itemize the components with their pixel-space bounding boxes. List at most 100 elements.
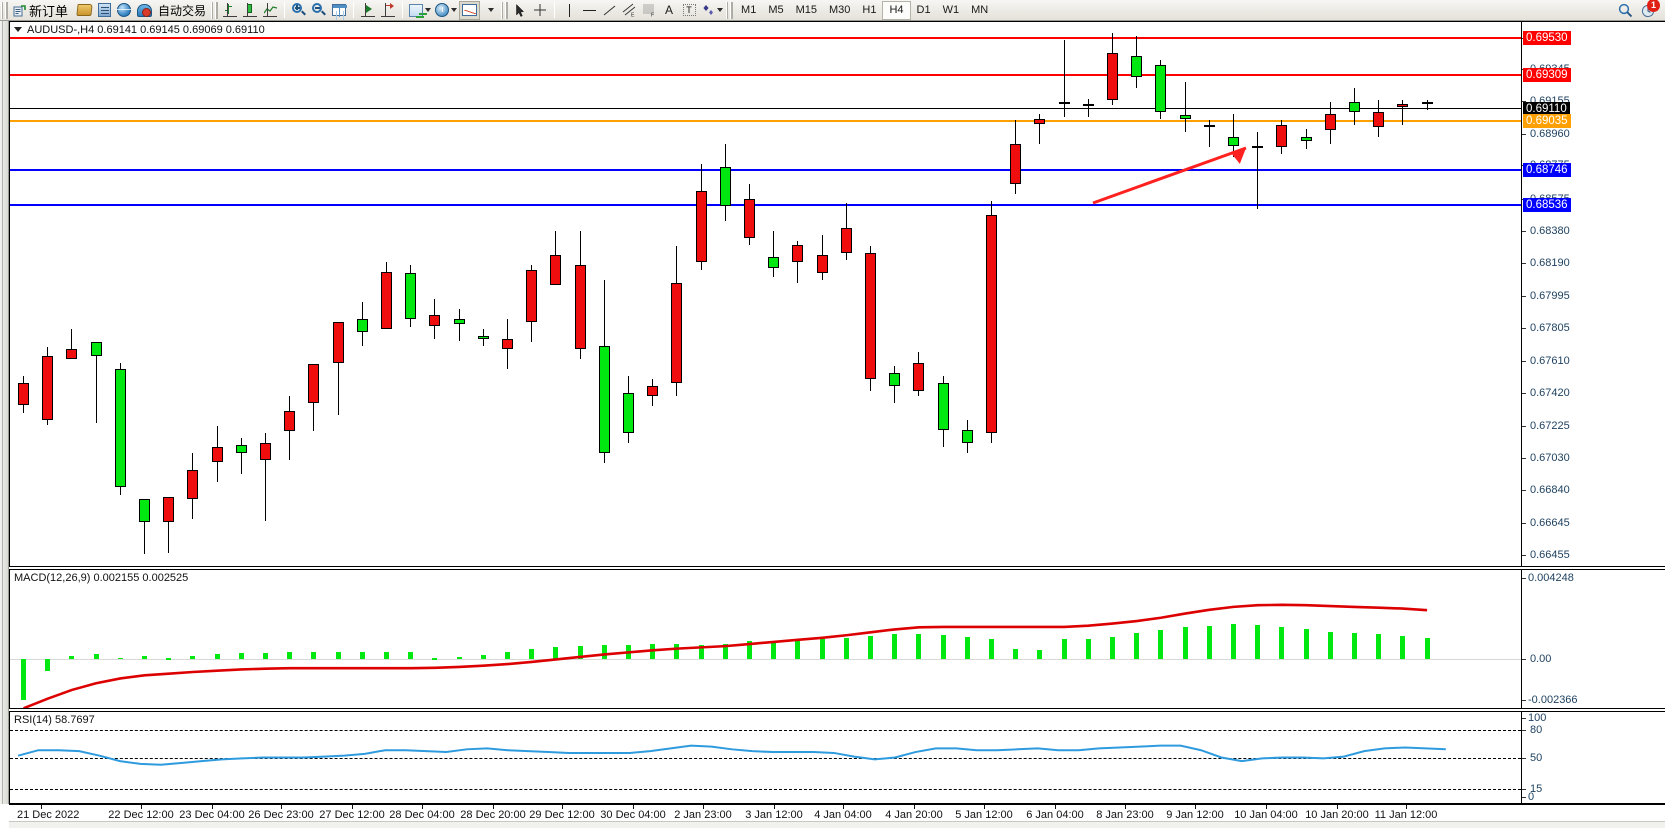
timeframe-mn[interactable]: MN xyxy=(971,4,989,16)
toolbar-grip[interactable] xyxy=(1,1,8,19)
candlestick[interactable] xyxy=(405,22,417,566)
candlestick[interactable] xyxy=(502,22,513,566)
candlestick[interactable] xyxy=(937,22,949,566)
candlestick[interactable] xyxy=(913,22,925,566)
pointer-button[interactable] xyxy=(510,1,530,20)
candlestick[interactable] xyxy=(671,22,683,566)
candlestick[interactable] xyxy=(1058,22,1070,566)
candlestick[interactable] xyxy=(1397,22,1409,566)
open-data-folder-button[interactable] xyxy=(74,1,94,20)
price-label-support[interactable]: 0.68746 xyxy=(1523,162,1571,177)
candlestick[interactable] xyxy=(550,22,562,566)
price-level-line[interactable] xyxy=(10,120,1521,123)
candlestick[interactable] xyxy=(114,22,126,566)
timeframe-h4[interactable]: H4 xyxy=(882,0,911,20)
candlestick[interactable] xyxy=(260,22,271,566)
chevron-down-icon[interactable] xyxy=(425,8,432,12)
rsi-axis[interactable]: 100 80 50 15 0 xyxy=(1521,712,1665,803)
candlestick[interactable] xyxy=(235,22,247,566)
candlestick[interactable] xyxy=(66,22,78,566)
candlestick-chart-button[interactable] xyxy=(240,1,260,20)
timeframe-d1[interactable]: D1 xyxy=(916,4,931,16)
candlestick[interactable] xyxy=(1276,22,1288,566)
candlestick[interactable] xyxy=(42,22,54,566)
toolbar-grip-2[interactable] xyxy=(211,1,219,19)
price-panel[interactable]: AUDUSD-,H4 0.69141 0.69145 0.69069 0.691… xyxy=(9,21,1665,567)
timeframe-m5[interactable]: M5 xyxy=(768,4,784,16)
candlestick[interactable] xyxy=(18,22,29,566)
candlestick[interactable] xyxy=(1252,22,1264,566)
candlestick[interactable] xyxy=(1034,22,1046,566)
candlestick[interactable] xyxy=(139,22,150,566)
candlestick[interactable] xyxy=(1131,22,1143,566)
candlestick[interactable] xyxy=(163,22,175,566)
candlestick[interactable] xyxy=(1373,22,1385,566)
bar-chart-button[interactable] xyxy=(220,1,240,20)
toolbar-grip-4[interactable] xyxy=(726,1,734,19)
auto-trading-button[interactable]: 自动交易 xyxy=(154,1,210,20)
candlestick[interactable] xyxy=(1107,22,1118,566)
objects-button[interactable] xyxy=(699,1,725,20)
chart-area[interactable]: AUDUSD-,H4 0.69141 0.69145 0.69069 0.691… xyxy=(0,21,1665,828)
navigator-button[interactable] xyxy=(134,1,154,20)
timeframe-m1[interactable]: M1 xyxy=(741,4,757,16)
candlestick[interactable] xyxy=(1010,22,1022,566)
rsi-plot[interactable] xyxy=(10,712,1521,803)
text-button[interactable]: A xyxy=(659,1,679,20)
timeframe-w1[interactable]: W1 xyxy=(942,4,960,16)
timeframe-m15[interactable]: M15 xyxy=(795,4,817,16)
candlestick[interactable] xyxy=(1155,22,1167,566)
price-level-line[interactable] xyxy=(10,108,1521,110)
timeframe-h1[interactable]: H1 xyxy=(862,4,877,16)
candlestick[interactable] xyxy=(840,22,852,566)
trendline-button[interactable] xyxy=(599,1,619,20)
price-level-line[interactable] xyxy=(10,36,1521,39)
candlestick[interactable] xyxy=(719,22,731,566)
candlestick[interactable] xyxy=(477,22,489,566)
alerts-button[interactable]: 1 xyxy=(1639,0,1660,20)
line-chart-button[interactable] xyxy=(260,1,280,20)
time-axis-scrollbar[interactable] xyxy=(9,821,1665,828)
new-order-button[interactable]: 新订单 xyxy=(10,1,74,20)
price-level-line[interactable] xyxy=(10,168,1521,171)
toolbar-grip-3[interactable] xyxy=(501,1,509,19)
price-label-pivot[interactable]: 0.69035 xyxy=(1523,114,1571,129)
candlestick[interactable] xyxy=(526,22,538,566)
horizontal-line-button[interactable] xyxy=(579,1,599,20)
candlestick[interactable] xyxy=(816,22,828,566)
candlestick[interactable] xyxy=(356,22,368,566)
candlestick[interactable] xyxy=(1179,22,1191,566)
candlestick[interactable] xyxy=(744,22,755,566)
candlestick[interactable] xyxy=(284,22,296,566)
price-plot[interactable] xyxy=(10,22,1521,566)
price-level-line[interactable] xyxy=(10,204,1521,207)
vertical-line-button[interactable] xyxy=(559,1,579,20)
candlestick[interactable] xyxy=(986,22,997,566)
chart-shift-button[interactable] xyxy=(378,1,398,20)
candlestick[interactable] xyxy=(695,22,707,566)
collapse-triangle-icon[interactable] xyxy=(14,26,22,32)
templates-dropdown-button[interactable] xyxy=(480,1,500,20)
candlestick[interactable] xyxy=(453,22,465,566)
price-label-resistance[interactable]: 0.69309 xyxy=(1523,68,1571,83)
signals-button[interactable] xyxy=(114,1,134,20)
candlestick[interactable] xyxy=(768,22,780,566)
macd-plot[interactable] xyxy=(10,570,1521,708)
search-button[interactable] xyxy=(1615,1,1635,20)
chevron-down-icon-3[interactable] xyxy=(488,8,495,12)
time-axis[interactable]: 21 Dec 2022 22 Dec 12:00 23 Dec 04:00 26 De… xyxy=(9,804,1665,828)
candlestick[interactable] xyxy=(1349,22,1360,566)
candlestick[interactable] xyxy=(211,22,223,566)
rsi-panel[interactable]: RSI(14) 58.7697 100 80 50 15 0 xyxy=(9,711,1665,804)
candlestick[interactable] xyxy=(598,22,610,566)
data-window-button[interactable] xyxy=(329,1,349,20)
candlestick[interactable] xyxy=(308,22,320,566)
candlestick[interactable] xyxy=(187,22,199,566)
candlestick[interactable] xyxy=(792,22,804,566)
periodicity-button[interactable] xyxy=(433,1,459,20)
price-label-support[interactable]: 0.68536 xyxy=(1523,198,1571,213)
candlestick[interactable] xyxy=(332,22,344,566)
price-level-line[interactable] xyxy=(10,74,1521,77)
zoom-in-button[interactable] xyxy=(289,1,309,20)
price-axis[interactable]: 0.695300.693450.691550.689600.687750.685… xyxy=(1521,22,1665,566)
